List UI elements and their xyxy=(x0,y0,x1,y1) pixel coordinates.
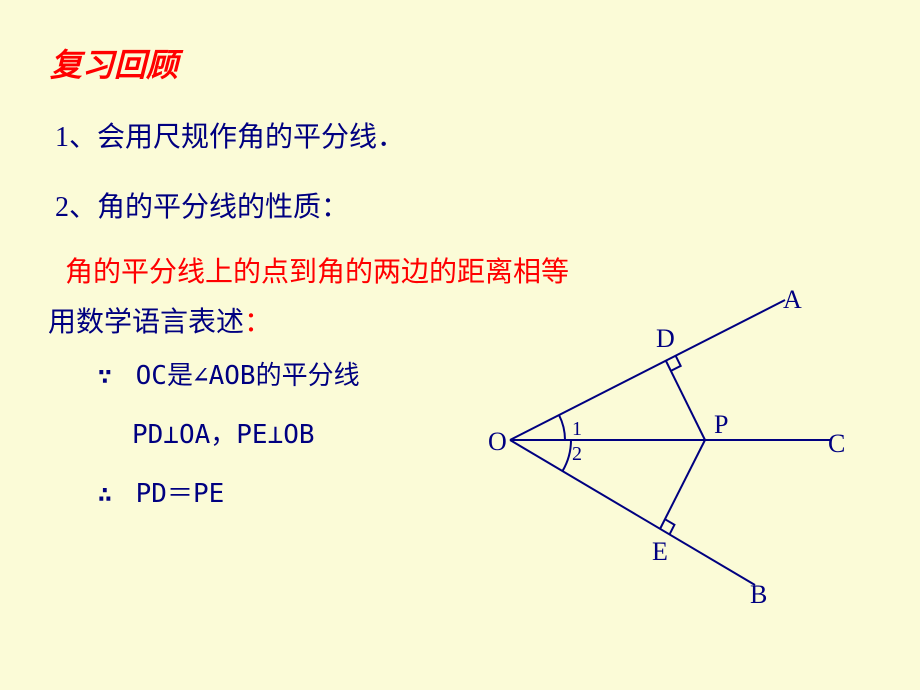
label-B: B xyxy=(750,580,767,605)
page-title: 复习回顾 xyxy=(50,40,178,86)
label-D: D xyxy=(656,324,675,353)
label-2: 2 xyxy=(572,443,582,465)
label-A: A xyxy=(783,285,802,314)
item-2: 2、角的平分线的性质： xyxy=(55,185,349,225)
express-label: 用数学语言表述： xyxy=(48,300,272,340)
proof-line-1: OC是∠AOB的平分线 xyxy=(136,361,360,391)
label-O: O xyxy=(488,427,507,456)
because-symbol: ∵ xyxy=(90,362,120,390)
proof-block: ∵ OC是∠AOB的平分线 PD⊥OA，PE⊥OB ∴ PD＝PE xyxy=(90,355,360,532)
angle-bisector-diagram: O A B C D E P 1 2 xyxy=(480,275,880,605)
therefore-symbol: ∴ xyxy=(90,480,120,508)
colon: ： xyxy=(244,307,272,338)
proof-line-2: PD⊥OA，PE⊥OB xyxy=(132,420,315,450)
item-1: 1、会用尺规作角的平分线． xyxy=(55,115,405,155)
label-C: C xyxy=(828,429,845,458)
diagram-svg: O A B C D E P 1 2 xyxy=(480,275,880,605)
label-1: 1 xyxy=(572,418,582,440)
express-text: 用数学语言表述 xyxy=(48,307,244,338)
label-P: P xyxy=(714,410,728,439)
proof-line-3: PD＝PE xyxy=(136,479,225,509)
label-E: E xyxy=(652,537,668,566)
